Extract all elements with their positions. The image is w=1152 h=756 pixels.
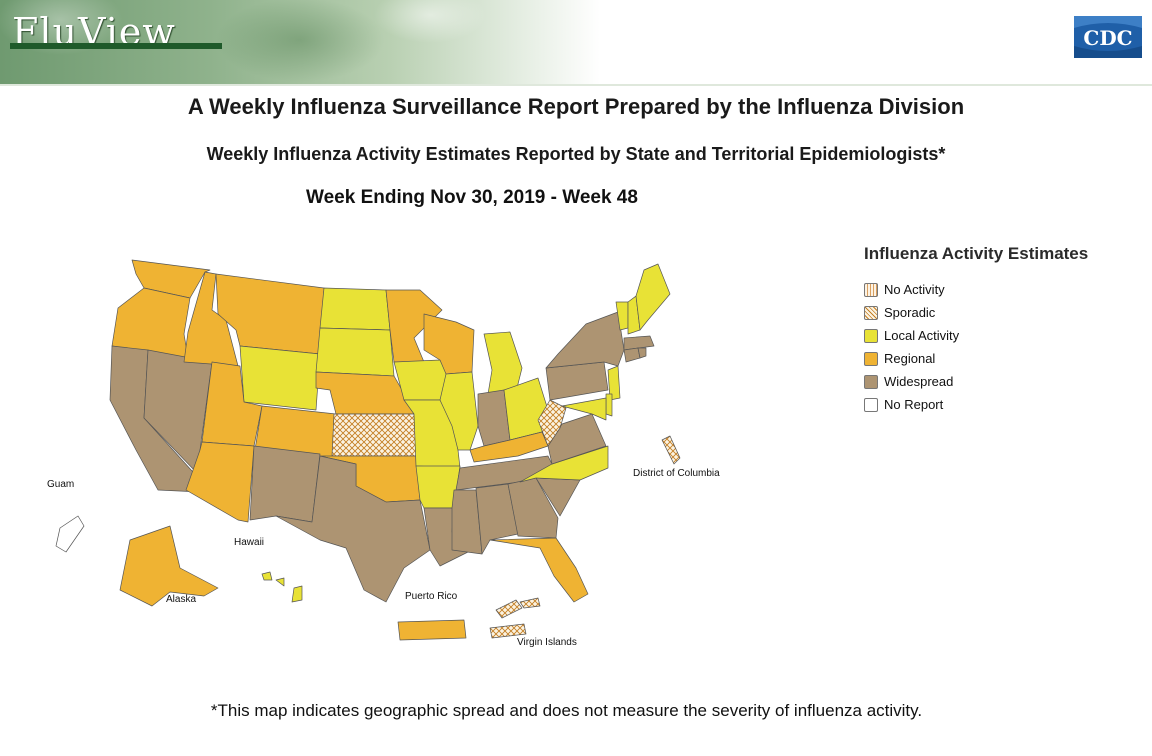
legend-label: Local Activity bbox=[884, 328, 960, 343]
state-rhode-island bbox=[637, 347, 647, 359]
state-district-of-columbia bbox=[661, 435, 681, 465]
state-wyoming bbox=[239, 345, 321, 411]
state-new-jersey bbox=[607, 365, 621, 401]
state-maryland bbox=[561, 397, 607, 421]
state-kansas bbox=[331, 413, 417, 457]
state-minnesota bbox=[385, 289, 443, 363]
state-idaho bbox=[183, 271, 239, 367]
state-south-dakota bbox=[315, 327, 395, 377]
legend-item-widespread: Widespread bbox=[864, 370, 1134, 393]
label-virgin-islands: Virgin Islands bbox=[517, 637, 577, 648]
footnote: *This map indicates geographic spread an… bbox=[210, 701, 923, 720]
cdc-logo-text: CDC bbox=[1083, 26, 1132, 50]
legend-label: Regional bbox=[884, 351, 936, 366]
report-subtitle: Weekly Influenza Activity Estimates Repo… bbox=[206, 144, 946, 164]
state-illinois bbox=[439, 371, 479, 451]
state-texas bbox=[275, 455, 431, 603]
state-montana bbox=[215, 273, 325, 355]
legend-item-sporadic: Sporadic bbox=[864, 301, 1134, 324]
map-labels: Guam Hawaii Alaska Puerto Rico Virgin Is… bbox=[47, 468, 720, 648]
state-massachusetts bbox=[623, 335, 655, 351]
state-new-mexico bbox=[249, 445, 321, 523]
header-banner: FluView bbox=[0, 0, 1152, 86]
label-hawaii: Hawaii bbox=[234, 537, 264, 548]
legend-label: Sporadic bbox=[884, 305, 936, 320]
state-north-dakota bbox=[319, 287, 391, 331]
legend-title: Influenza Activity Estimates bbox=[864, 244, 1089, 263]
state-new-york bbox=[545, 311, 625, 369]
swatch-sporadic bbox=[864, 305, 878, 320]
banner-divider bbox=[0, 84, 1152, 86]
state-shapes bbox=[55, 259, 681, 641]
label-puerto-rico: Puerto Rico bbox=[405, 591, 458, 602]
week-label: Week Ending Nov 30, 2019 - Week 48 bbox=[306, 187, 638, 208]
us-flu-map: Guam Hawaii Alaska Puerto Rico Virgin Is… bbox=[47, 259, 720, 648]
legend-item-no-activity: No Activity bbox=[864, 278, 1134, 301]
state-michigan bbox=[483, 331, 523, 395]
state-maine bbox=[635, 263, 671, 331]
swatch-local bbox=[864, 328, 878, 343]
state-florida bbox=[489, 537, 589, 603]
legend-item-no-report: No Report bbox=[864, 393, 1134, 416]
cdc-logo: CDC bbox=[1074, 16, 1142, 58]
legend-item-local: Local Activity bbox=[864, 324, 1134, 347]
state-alabama bbox=[475, 483, 519, 555]
state-west-virginia bbox=[537, 399, 567, 447]
state-mississippi bbox=[451, 489, 483, 555]
swatch-no-activity bbox=[864, 282, 878, 297]
report-title: A Weekly Influenza Surveillance Report P… bbox=[187, 94, 965, 119]
label-dc: District of Columbia bbox=[633, 468, 720, 479]
state-virgin-islands bbox=[489, 597, 541, 639]
swatch-widespread bbox=[864, 374, 878, 389]
legend-label: No Activity bbox=[884, 282, 945, 297]
label-alaska: Alaska bbox=[166, 594, 196, 605]
state-guam bbox=[55, 515, 85, 553]
state-hawaii bbox=[261, 571, 303, 603]
state-alaska bbox=[119, 525, 219, 607]
swatch-regional bbox=[864, 351, 878, 366]
label-guam: Guam bbox=[47, 479, 74, 490]
state-connecticut bbox=[623, 347, 641, 363]
legend-label: Widespread bbox=[884, 374, 954, 389]
swatch-no-report bbox=[864, 397, 878, 412]
legend-item-regional: Regional bbox=[864, 347, 1134, 370]
legend-label: No Report bbox=[884, 397, 944, 412]
logo-underline bbox=[10, 43, 222, 49]
state-north-carolina bbox=[519, 445, 609, 483]
state-ohio bbox=[503, 377, 549, 441]
legend: Influenza Activity Estimates No Activity… bbox=[864, 244, 1134, 416]
state-puerto-rico bbox=[397, 619, 467, 641]
banner-background bbox=[0, 0, 600, 84]
state-pennsylvania bbox=[545, 361, 609, 401]
state-delaware bbox=[605, 393, 613, 417]
